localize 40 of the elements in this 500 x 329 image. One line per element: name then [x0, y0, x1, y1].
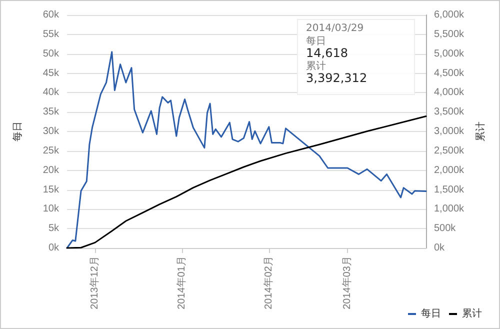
annotation: 2014/03/29	[306, 23, 365, 34]
y-tick-label: 10k	[42, 204, 60, 215]
y-tick-label: 25k	[42, 145, 60, 156]
legend-label: 每日	[421, 308, 441, 320]
y2-tick-label: 5,500k	[434, 28, 466, 40]
y-tick-label: 50k	[42, 48, 60, 60]
y2-tick-label: 1,000k	[434, 204, 466, 215]
y-tick-label: 45k	[42, 68, 60, 79]
y2-tick-label: 4,500k	[434, 68, 466, 79]
y2-axis-title: 累计	[474, 122, 486, 142]
x-tick-label: 2013年12月	[88, 256, 101, 310]
annotation: 3,392,312	[306, 71, 368, 85]
x-tick-label: 2014年01月	[175, 256, 188, 310]
y2-tick-label: 0k	[434, 242, 446, 254]
y-tick-label: 55k	[42, 28, 60, 40]
y2-tick-label: 1,500k	[434, 184, 466, 196]
y2-tick-label: 500k	[434, 223, 457, 234]
line-series	[66, 116, 427, 249]
x-tick-label: 2014年02月	[262, 256, 274, 310]
y-tick-label: 5k	[48, 223, 60, 234]
y-tick-label: 30k	[42, 126, 60, 137]
annotation: 累计	[306, 61, 327, 72]
y-tick-label: 0k	[48, 242, 60, 254]
y-tick-label: 40k	[42, 87, 60, 98]
y2-tick-label: 3,000k	[434, 126, 466, 137]
y2-tick-label: 4,000k	[434, 87, 466, 98]
annotation: 每日	[306, 36, 327, 47]
y-tick-label: 60k	[42, 10, 60, 20]
y-tick-label: 35k	[42, 106, 60, 118]
y2-tick-label: 2,000k	[434, 164, 466, 176]
y-axis-title: 每日	[12, 122, 24, 142]
y2-tick-label: 3,500k	[434, 106, 466, 118]
legend-label: 累计	[462, 308, 482, 320]
y2-tick-label: 5,000k	[434, 48, 466, 60]
x-tick-label: 2014年03月	[340, 256, 353, 310]
y-tick-label: 15k	[42, 184, 60, 196]
y-tick-label: 20k	[42, 164, 60, 176]
y2-tick-label: 2,500k	[434, 145, 466, 156]
y2-tick-label: 6,000k	[434, 10, 466, 20]
annotation: 14,618	[306, 46, 349, 60]
